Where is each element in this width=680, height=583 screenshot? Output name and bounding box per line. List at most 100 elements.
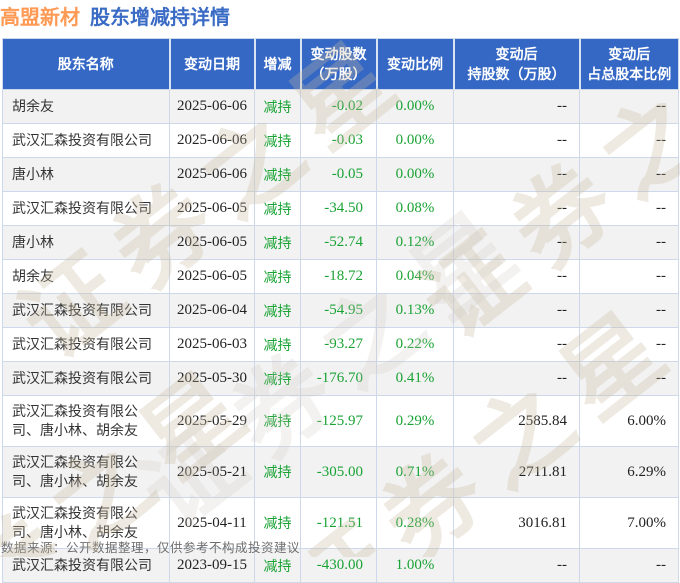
cell-shares_changed: -121.51: [300, 497, 377, 549]
data-source-note: 数据来源：公开数据整理，仅供参考不构成投资建议: [1, 541, 301, 555]
cell-ratio_changed: 0.41%: [376, 361, 454, 396]
column-header: 股东名称: [2, 38, 170, 90]
cell-date: 2025-05-29: [169, 395, 255, 447]
column-header: 变动后 持股数（万股）: [452, 38, 580, 90]
cell-shares_changed: -0.05: [300, 157, 377, 192]
cell-action: 减持: [254, 446, 301, 498]
cell-shares_changed: -430.00: [300, 548, 377, 583]
column-header: 变动股数 （万股）: [299, 38, 377, 90]
cell-action: 减持: [254, 191, 301, 226]
table-row: 武汉汇森投资有限公司 2025-06-04 减持 -54.95 0.13% -- --: [2, 293, 679, 328]
cell-shares_changed: -52.74: [300, 225, 377, 260]
shareholder-change-table: 股东名称 变动日期 增减 变动股数 （万股） 变动比例 变动后 持股数（万股） 变动后 占总…: [2, 38, 679, 583]
cell-date: 2025-06-06: [169, 123, 255, 158]
cell-shares_after: --: [453, 361, 580, 396]
cell-action: 减持: [254, 123, 301, 158]
cell-shares_after: --: [453, 157, 580, 192]
cell-ratio_after: --: [579, 259, 679, 294]
table-row: 武汉汇森投资有限公司 2025-06-03 减持 -93.27 0.22% -- --: [2, 327, 679, 362]
table-header-row: 股东名称 变动日期 增减 变动股数 （万股） 变动比例 变动后 持股数（万股） 变动后 占总…: [2, 38, 679, 90]
cell-name: 武汉汇森投资有限公司、唐小林、胡余友: [2, 395, 170, 447]
cell-name: 胡余友: [2, 89, 170, 124]
cell-shares_after: --: [453, 89, 580, 124]
cell-ratio_changed: 1.00%: [376, 548, 454, 583]
cell-action: 减持: [254, 361, 301, 396]
cell-ratio_after: 6.29%: [579, 446, 679, 498]
cell-shares_changed: -0.02: [300, 89, 377, 124]
table-row: 唐小林 2025-06-05 减持 -52.74 0.12% -- --: [2, 225, 679, 260]
cell-ratio_changed: 0.00%: [376, 123, 454, 158]
cell-ratio_changed: 0.22%: [376, 327, 454, 362]
cell-ratio_changed: 0.71%: [376, 446, 454, 498]
cell-name: 武汉汇森投资有限公司: [2, 327, 170, 362]
table-row: 武汉汇森投资有限公司 2025-06-06 减持 -0.03 0.00% -- --: [2, 123, 679, 158]
cell-shares_changed: -18.72: [300, 259, 377, 294]
cell-name: 武汉汇森投资有限公司: [2, 123, 170, 158]
cell-ratio_after: --: [579, 327, 679, 362]
cell-name: 唐小林: [2, 225, 170, 260]
cell-action: 减持: [254, 327, 301, 362]
cell-ratio_after: 7.00%: [579, 497, 679, 549]
cell-ratio_changed: 0.04%: [376, 259, 454, 294]
cell-ratio_changed: 0.28%: [376, 497, 454, 549]
cell-ratio_after: --: [579, 123, 679, 158]
cell-ratio_changed: 0.29%: [376, 395, 454, 447]
cell-ratio_after: --: [579, 157, 679, 192]
cell-ratio_changed: 0.12%: [376, 225, 454, 260]
column-header: 变动日期: [168, 38, 255, 90]
cell-shares_changed: -93.27: [300, 327, 377, 362]
cell-action: 减持: [254, 225, 301, 260]
table-row: 武汉汇森投资有限公司 2025-05-30 减持 -176.70 0.41% -- --: [2, 361, 679, 396]
cell-shares_after: 2711.81: [453, 446, 580, 498]
cell-action: 减持: [254, 259, 301, 294]
cell-ratio_after: --: [579, 293, 679, 328]
cell-shares_changed: -0.03: [300, 123, 377, 158]
table-row: 胡余友 2025-06-06 减持 -0.02 0.00% -- --: [2, 89, 679, 124]
cell-shares_changed: -176.70: [300, 361, 377, 396]
cell-name: 武汉汇森投资有限公司: [2, 293, 170, 328]
cell-name: 武汉汇森投资有限公司、唐小林、胡余友: [2, 446, 170, 498]
cell-name: 武汉汇森投资有限公司: [2, 191, 170, 226]
cell-shares_after: 2585.84: [453, 395, 580, 447]
page-title: 高盟新材 股东增减持详情: [0, 5, 230, 31]
cell-ratio_changed: 0.08%: [376, 191, 454, 226]
cell-ratio_after: --: [579, 361, 679, 396]
cell-action: 减持: [254, 497, 301, 549]
cell-ratio_after: 6.00%: [579, 395, 679, 447]
cell-name: 胡余友: [2, 259, 170, 294]
cell-action: 减持: [254, 293, 301, 328]
cell-shares_after: --: [453, 259, 580, 294]
cell-shares_changed: -125.97: [300, 395, 377, 447]
stock-name: 高盟新材: [0, 7, 80, 29]
cell-shares_changed: -54.95: [300, 293, 377, 328]
cell-date: 2025-06-04: [169, 293, 255, 328]
cell-date: 2025-06-05: [169, 191, 255, 226]
cell-ratio_after: --: [579, 225, 679, 260]
cell-ratio_after: --: [579, 191, 679, 226]
cell-date: 2025-06-03: [169, 327, 255, 362]
cell-ratio_changed: 0.13%: [376, 293, 454, 328]
cell-shares_changed: -34.50: [300, 191, 377, 226]
cell-name: 武汉汇森投资有限公司: [2, 361, 170, 396]
cell-action: 减持: [254, 395, 301, 447]
page-subtitle: 股东增减持详情: [90, 7, 230, 29]
cell-ratio_after: --: [579, 89, 679, 124]
cell-shares_after: 3016.81: [453, 497, 580, 549]
cell-shares_after: --: [453, 191, 580, 226]
cell-name: 唐小林: [2, 157, 170, 192]
table-row: 胡余友 2025-06-05 减持 -18.72 0.04% -- --: [2, 259, 679, 294]
cell-shares_after: --: [453, 548, 580, 583]
table-row: 武汉汇森投资有限公司、唐小林、胡余友 2025-05-21 减持 -305.00 0.7…: [2, 446, 679, 498]
cell-ratio_changed: 0.00%: [376, 157, 454, 192]
cell-date: 2025-05-21: [169, 446, 255, 498]
cell-date: 2025-06-05: [169, 259, 255, 294]
cell-date: 2025-06-05: [169, 225, 255, 260]
cell-date: 2025-06-06: [169, 89, 255, 124]
cell-shares_changed: -305.00: [300, 446, 377, 498]
table-row: 唐小林 2025-06-06 减持 -0.05 0.00% -- --: [2, 157, 679, 192]
cell-date: 2025-06-06: [169, 157, 255, 192]
cell-ratio_changed: 0.00%: [376, 89, 454, 124]
cell-action: 减持: [254, 157, 301, 192]
column-header: 变动后 占总股本比例: [578, 38, 679, 90]
cell-action: 减持: [254, 89, 301, 124]
